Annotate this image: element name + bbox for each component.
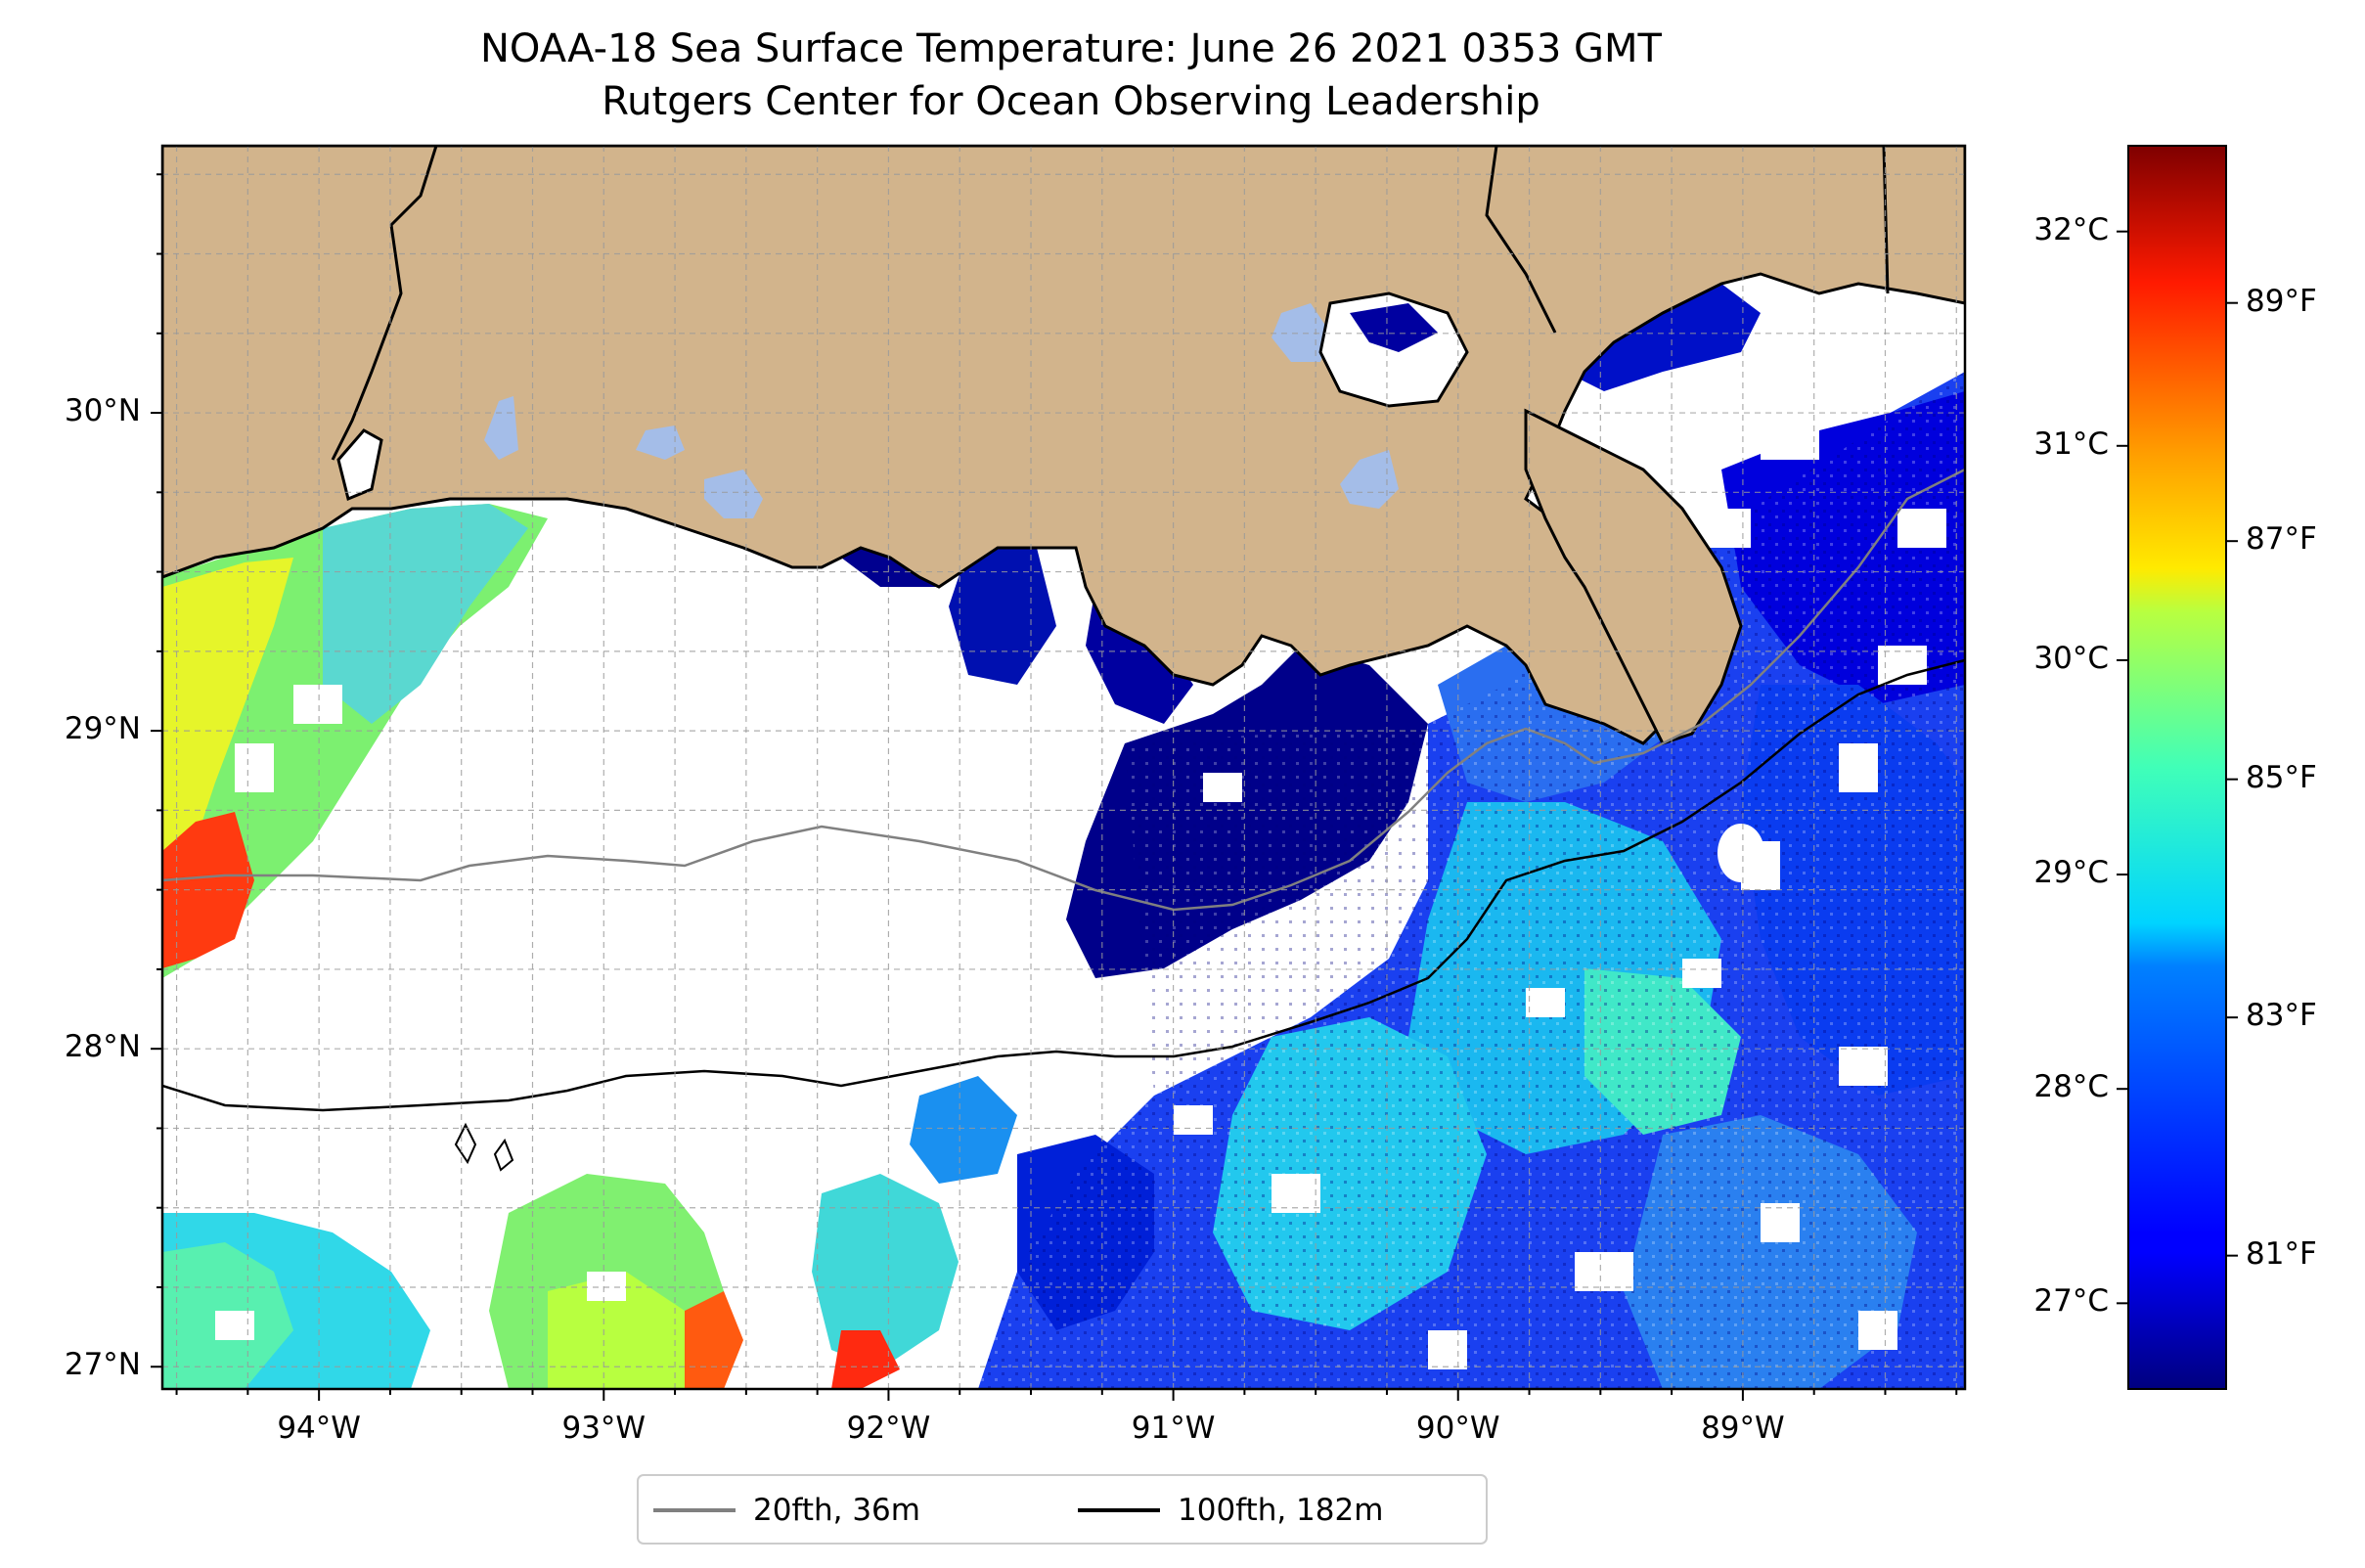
colorbar-fahrenheit-label: 87°F [2246,521,2317,558]
colorbar [2127,145,2227,1390]
colorbar-fahrenheit-label: 89°F [2246,283,2317,319]
colorbar-fahrenheit-label: 81°F [2246,1235,2317,1272]
legend-box [637,1474,1488,1545]
colorbar-celsius-label: 32°C [2033,211,2109,247]
colorbar-celsius-label: 30°C [2033,640,2109,676]
colorbar-celsius-label: 31°C [2033,426,2109,462]
legend-label-100fth: 100fth, 182m [1178,1493,1384,1528]
land [162,146,1965,745]
colorbar-celsius-label: 28°C [2033,1069,2109,1105]
lat-tick-label: 28°N [64,1029,141,1065]
legend-label-20fth: 20fth, 36m [753,1493,920,1528]
state-border-3 [1882,146,1890,294]
gridlines [162,146,1965,1389]
map-subtitle: Rutgers Center for Ocean Observing Leade… [602,79,1540,124]
lat-tick-label: 29°N [64,711,141,747]
colorbar-ticks [2117,230,2238,1305]
isobath-20fth [162,468,1965,912]
lat-tick-label: 27°N [64,1347,141,1383]
isobath-100fth [162,658,1965,1112]
colorbar-fahrenheit-label: 83°F [2246,998,2317,1034]
state-border-1 [331,146,438,461]
lon-tick-label: 91°W [1131,1411,1216,1446]
axis-ticks [151,173,1958,1401]
map-title: NOAA-18 Sea Surface Temperature: June 26… [479,26,1662,71]
lat-tick-label: 30°N [64,393,141,429]
state-border-2 [1485,146,1557,334]
map-frame [160,144,1967,1391]
flower-garden-banks [454,1122,514,1172]
lon-tick-label: 90°W [1415,1411,1500,1446]
colorbar-fahrenheit-label: 85°F [2246,759,2317,795]
lon-tick-label: 93°W [561,1411,647,1446]
lon-tick-label: 94°W [277,1411,361,1446]
lon-tick-label: 89°W [1701,1411,1785,1446]
colorbar-celsius-label: 27°C [2033,1283,2109,1320]
legend [637,1474,1488,1545]
colorbar-celsius-label: 29°C [2033,855,2109,891]
no-data-holes [215,411,1946,1369]
lon-tick-label: 92°W [846,1411,931,1446]
